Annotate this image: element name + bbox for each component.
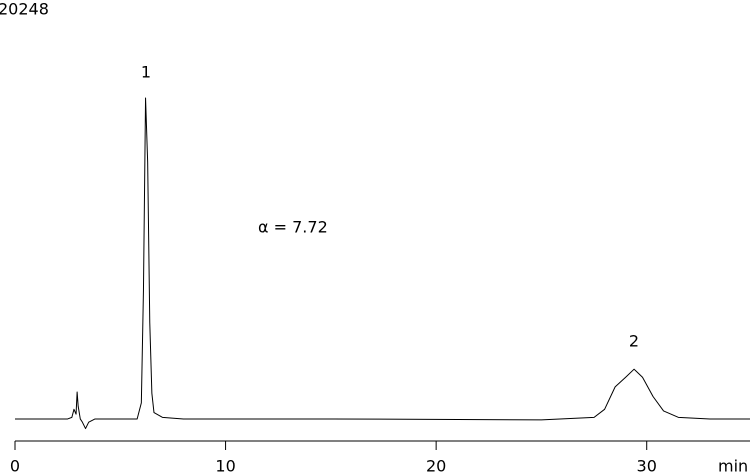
peak-label: 1 (141, 63, 151, 82)
x-tick-label: 0 (10, 457, 20, 476)
peak-label: 2 (629, 332, 639, 351)
signal-trace (15, 97, 750, 430)
x-tick-label: 20 (426, 457, 446, 476)
annotation: α = 7.72 (258, 218, 328, 237)
x-axis-label: min (718, 457, 748, 476)
chart-title: 20248 (0, 0, 49, 19)
x-tick-label: 10 (215, 457, 235, 476)
x-tick-label: 30 (637, 457, 657, 476)
